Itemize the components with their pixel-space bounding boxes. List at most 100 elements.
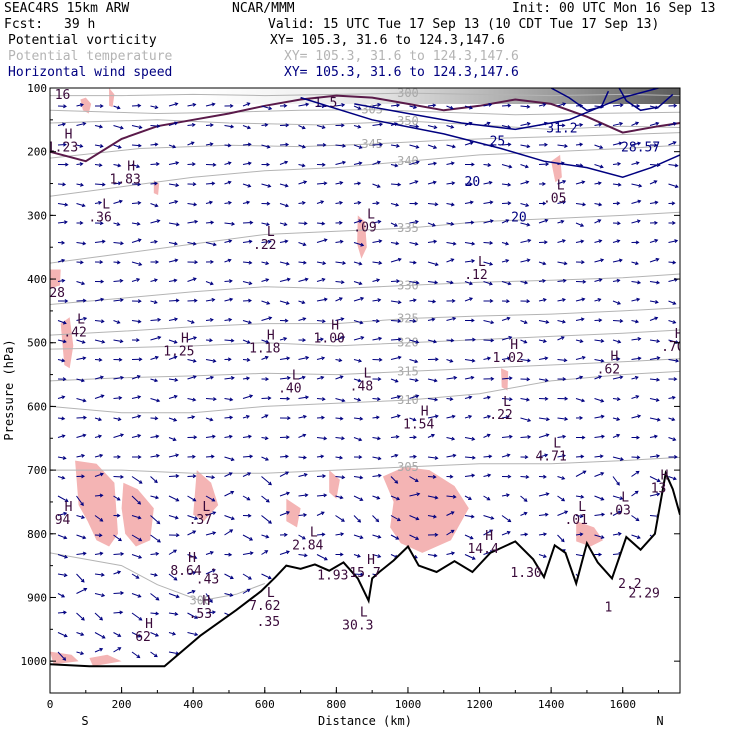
- wind-vector-head: [138, 555, 143, 559]
- wind-vector-head: [154, 416, 159, 421]
- wind-vector: [557, 261, 567, 265]
- wind-vector-head: [561, 123, 566, 128]
- wind-vector-head: [117, 454, 121, 459]
- wind-vector-head: [450, 511, 455, 515]
- wind-vector-head: [636, 219, 641, 224]
- wind-vector-head: [323, 238, 328, 243]
- wind-vector-head: [341, 103, 346, 107]
- wind-vector: [335, 359, 342, 362]
- wind-vector-head: [138, 357, 143, 362]
- wind-vector: [409, 339, 419, 343]
- wind-vector-head: [194, 615, 199, 619]
- wind-vector: [298, 456, 307, 459]
- wind-vector: [94, 593, 105, 597]
- pv-extremum-value: 1: [604, 600, 612, 615]
- wind-vector: [501, 531, 511, 536]
- wind-vector-head: [524, 455, 529, 460]
- wind-vector: [261, 124, 268, 126]
- wind-vector-head: [137, 238, 142, 243]
- wind-vector-head: [451, 414, 456, 419]
- wind-vector: [409, 221, 419, 224]
- wind-vector: [501, 317, 510, 321]
- wind-vector-head: [284, 318, 289, 323]
- wind-vector: [464, 396, 472, 399]
- wind-vector-head: [120, 551, 125, 556]
- wind-vector: [464, 201, 473, 204]
- wind-vector: [224, 416, 233, 419]
- below-ground-mask: [50, 473, 680, 693]
- wind-vector-head: [600, 258, 605, 263]
- wind-vector: [594, 278, 602, 282]
- wind-vector-head: [62, 142, 67, 147]
- wind-vector-head: [99, 104, 104, 109]
- field-name-theta: Potential temperature: [8, 49, 173, 64]
- wind-vector-head: [579, 514, 584, 519]
- wind-vector-head: [101, 339, 106, 344]
- wind-vector: [390, 515, 401, 521]
- wind-vector: [390, 415, 401, 419]
- wind-vector-head: [377, 102, 382, 107]
- wind-vector-head: [62, 377, 67, 382]
- wind-vector-head: [507, 281, 512, 286]
- wind-vector: [353, 573, 364, 576]
- wind-vector-head: [154, 203, 159, 208]
- wind-vector: [168, 515, 179, 519]
- wind-vector-head: [268, 316, 273, 321]
- wind-vector-head: [377, 554, 382, 558]
- wind-vector-head: [543, 532, 548, 537]
- wind-vector: [446, 105, 453, 110]
- wind-vector-head: [469, 200, 474, 205]
- wind-vector-head: [98, 357, 103, 362]
- y-tick-label: 300: [27, 209, 47, 222]
- wind-vector: [668, 417, 675, 421]
- wind-vector-head: [247, 320, 253, 325]
- wind-vector-head: [526, 377, 531, 382]
- wind-vector-head: [359, 320, 364, 325]
- wind-vector: [261, 534, 269, 538]
- wind-vector: [57, 221, 67, 224]
- wind-vector: [113, 495, 121, 501]
- wind-vector-head: [451, 436, 456, 441]
- wind-vector: [150, 573, 158, 576]
- wind-vector: [390, 144, 400, 147]
- wind-vector-head: [544, 512, 549, 517]
- wind-vector-head: [653, 180, 658, 184]
- wind-vector-head: [654, 434, 658, 439]
- wind-vector: [113, 376, 124, 380]
- wind-vector-head: [433, 339, 438, 344]
- wind-vector-head: [563, 358, 568, 363]
- wind-vector-head: [175, 161, 180, 165]
- wind-vector-head: [564, 510, 569, 515]
- wind-vector-head: [396, 395, 401, 399]
- wind-vector-head: [155, 162, 160, 167]
- wind-vector: [168, 573, 178, 581]
- wind-vector: [335, 495, 343, 499]
- wind-vector-head: [451, 298, 456, 303]
- wind-vector: [464, 515, 474, 518]
- wind-vector: [224, 202, 232, 204]
- wind-vector: [150, 455, 160, 458]
- wind-vector: [353, 515, 361, 523]
- wind-vector-head: [194, 219, 199, 224]
- wind-vector-head: [582, 279, 587, 284]
- wind-vector: [168, 593, 180, 598]
- wind-vector-head: [542, 339, 547, 343]
- wind-vector: [316, 475, 326, 477]
- wind-vector: [464, 474, 475, 477]
- wind-vector-head: [118, 395, 123, 400]
- wind-vector: [557, 495, 565, 502]
- wind-vector-head: [120, 241, 124, 246]
- wind-vector-head: [209, 317, 214, 322]
- wind-vector: [390, 164, 398, 167]
- wind-vector-head: [63, 104, 67, 109]
- wind-vector-head: [507, 125, 512, 129]
- wind-vector: [612, 456, 624, 461]
- wind-vector-head: [116, 222, 121, 226]
- wind-vector: [612, 476, 620, 486]
- wind-vector-head: [137, 414, 142, 419]
- wind-vector-head: [635, 240, 640, 245]
- wind-vector: [242, 143, 251, 146]
- wind-vector: [76, 357, 86, 360]
- wind-vector-head: [563, 261, 568, 266]
- wind-vector: [353, 476, 363, 479]
